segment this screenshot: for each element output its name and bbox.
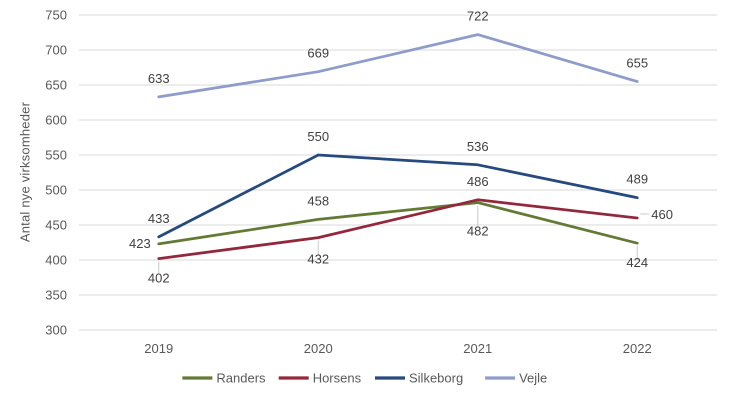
legend-item-vejle: Vejle — [485, 371, 547, 386]
data-label: 402 — [148, 271, 170, 286]
legend-item-horsens: Horsens — [278, 371, 362, 386]
y-tick-label: 350 — [45, 288, 67, 303]
data-label: 424 — [626, 255, 648, 270]
series-line-randers — [157, 201, 639, 246]
data-label: 423 — [129, 236, 151, 251]
y-tick-label: 300 — [45, 323, 67, 338]
y-tick-label: 500 — [45, 183, 67, 198]
data-label: 722 — [467, 9, 489, 24]
data-label: 460 — [651, 207, 673, 222]
series-line-silkeborg — [157, 153, 639, 239]
data-label: 458 — [307, 193, 329, 208]
legend-label: Vejle — [519, 371, 547, 386]
y-tick-label: 750 — [45, 8, 67, 23]
data-label: 536 — [467, 139, 489, 154]
legend-item-silkeborg: Silkeborg — [375, 371, 463, 386]
data-label: 432 — [307, 252, 329, 267]
y-tick-label: 650 — [45, 78, 67, 93]
data-label: 486 — [467, 174, 489, 189]
legend-item-randers: Randers — [182, 371, 266, 386]
series-line-vejle — [157, 33, 639, 99]
x-tick-label: 2021 — [463, 341, 492, 356]
x-tick-label: 2022 — [623, 341, 652, 356]
y-tick-label: 600 — [45, 113, 67, 128]
y-tick-label: 400 — [45, 253, 67, 268]
data-label: 550 — [307, 129, 329, 144]
y-tick-label: 700 — [45, 43, 67, 58]
series-line-horsens — [157, 198, 639, 260]
data-label: 433 — [148, 211, 170, 226]
data-label: 489 — [626, 172, 648, 187]
data-label: 482 — [467, 224, 489, 239]
data-label: 655 — [626, 56, 648, 71]
y-tick-label: 450 — [45, 218, 67, 233]
legend-label: Randers — [216, 371, 266, 386]
legend-label: Silkeborg — [409, 371, 463, 386]
y-tick-label: 550 — [45, 148, 67, 163]
x-tick-label: 2019 — [144, 341, 173, 356]
x-tick-label: 2020 — [304, 341, 333, 356]
data-label: 633 — [148, 71, 170, 86]
legend-label: Horsens — [313, 371, 362, 386]
data-label: 669 — [307, 46, 329, 61]
